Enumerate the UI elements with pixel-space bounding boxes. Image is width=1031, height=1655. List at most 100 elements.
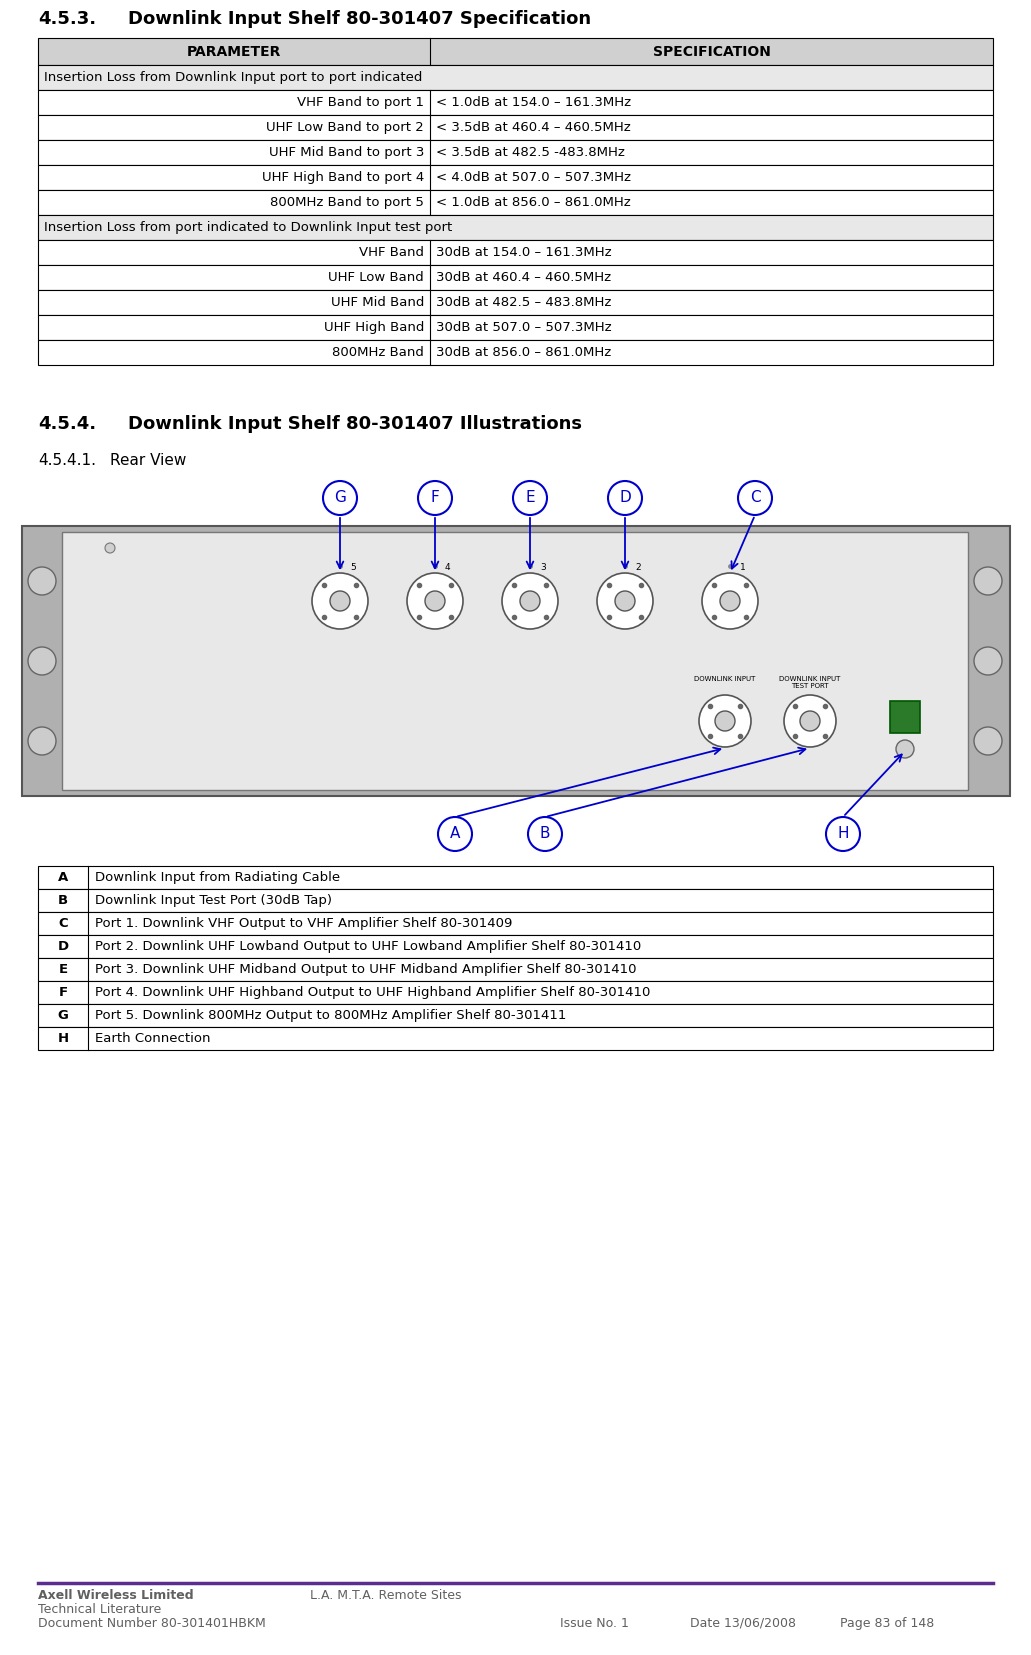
Text: Downlink Input Shelf 80-301407 Specification: Downlink Input Shelf 80-301407 Specifica…: [128, 10, 591, 28]
Text: A: A: [58, 871, 68, 884]
Circle shape: [407, 573, 463, 629]
Text: 30dB at 507.0 – 507.3MHz: 30dB at 507.0 – 507.3MHz: [436, 321, 611, 334]
Text: Earth Connection: Earth Connection: [95, 1033, 210, 1044]
Text: 2: 2: [635, 563, 640, 573]
Text: 30dB at 482.5 – 483.8MHz: 30dB at 482.5 – 483.8MHz: [436, 296, 611, 309]
Circle shape: [826, 818, 860, 851]
Bar: [38, 912, 993, 935]
Text: H: H: [837, 826, 849, 841]
Bar: [38, 38, 993, 65]
Circle shape: [520, 591, 540, 611]
Text: G: G: [334, 490, 346, 505]
Bar: [62, 531, 968, 789]
Bar: [38, 314, 993, 339]
Text: 4: 4: [445, 563, 451, 573]
Circle shape: [425, 591, 445, 611]
Text: DOWNLINK INPUT: DOWNLINK INPUT: [694, 675, 756, 682]
Circle shape: [784, 695, 836, 746]
Bar: [38, 958, 993, 981]
Bar: [38, 935, 993, 958]
Text: UHF Low Band: UHF Low Band: [328, 271, 424, 285]
Circle shape: [800, 712, 820, 732]
Bar: [38, 240, 993, 265]
Text: B: B: [540, 826, 551, 841]
Text: Technical Literature: Technical Literature: [38, 1604, 161, 1615]
Bar: [38, 141, 993, 166]
Bar: [38, 166, 993, 190]
Text: 800MHz Band to port 5: 800MHz Band to port 5: [270, 195, 424, 209]
Text: Insertion Loss from port indicated to Downlink Input test port: Insertion Loss from port indicated to Do…: [44, 222, 453, 233]
Bar: [38, 265, 993, 290]
Text: Insertion Loss from Downlink Input port to port indicated: Insertion Loss from Downlink Input port …: [44, 71, 423, 84]
Text: 4.5.3.: 4.5.3.: [38, 10, 96, 28]
Text: E: E: [59, 963, 68, 976]
Circle shape: [896, 740, 914, 758]
Circle shape: [974, 647, 1002, 675]
Text: F: F: [431, 490, 439, 505]
Circle shape: [597, 573, 653, 629]
Bar: [890, 702, 920, 733]
Circle shape: [616, 591, 635, 611]
Text: UHF Mid Band: UHF Mid Band: [331, 296, 424, 309]
Circle shape: [513, 482, 547, 515]
Text: 1: 1: [740, 563, 745, 573]
Text: UHF High Band: UHF High Band: [324, 321, 424, 334]
Text: UHF High Band to port 4: UHF High Band to port 4: [262, 170, 424, 184]
Circle shape: [738, 482, 772, 515]
Text: F: F: [59, 986, 68, 1000]
Circle shape: [418, 482, 452, 515]
Bar: [38, 981, 993, 1005]
Bar: [38, 65, 993, 89]
Text: Port 5. Downlink 800MHz Output to 800MHz Amplifier Shelf 80-301411: Port 5. Downlink 800MHz Output to 800MHz…: [95, 1010, 566, 1023]
Text: E: E: [525, 490, 535, 505]
Text: C: C: [750, 490, 760, 505]
Text: < 3.5dB at 482.5 -483.8MHz: < 3.5dB at 482.5 -483.8MHz: [436, 146, 625, 159]
Text: L.A. M.T.A. Remote Sites: L.A. M.T.A. Remote Sites: [310, 1589, 462, 1602]
Text: Date 13/06/2008: Date 13/06/2008: [690, 1617, 796, 1630]
Circle shape: [702, 573, 758, 629]
Circle shape: [28, 647, 56, 675]
Bar: [38, 89, 993, 114]
Text: C: C: [58, 917, 68, 930]
Text: Axell Wireless Limited: Axell Wireless Limited: [38, 1589, 194, 1602]
Text: < 1.0dB at 154.0 – 161.3MHz: < 1.0dB at 154.0 – 161.3MHz: [436, 96, 631, 109]
Text: PARAMETER: PARAMETER: [187, 45, 281, 58]
Text: 4.5.4.1.: 4.5.4.1.: [38, 453, 96, 468]
Bar: [38, 215, 993, 240]
Bar: [38, 1028, 993, 1049]
Text: Page 83 of 148: Page 83 of 148: [840, 1617, 934, 1630]
Text: B: B: [58, 894, 68, 907]
Text: SPECIFICATION: SPECIFICATION: [653, 45, 770, 58]
Text: Downlink Input from Radiating Cable: Downlink Input from Radiating Cable: [95, 871, 340, 884]
Text: UHF Mid Band to port 3: UHF Mid Band to port 3: [269, 146, 424, 159]
Text: < 3.5dB at 460.4 – 460.5MHz: < 3.5dB at 460.4 – 460.5MHz: [436, 121, 631, 134]
Text: DOWNLINK INPUT
TEST PORT: DOWNLINK INPUT TEST PORT: [779, 675, 840, 688]
Bar: [22, 526, 1010, 796]
Circle shape: [974, 727, 1002, 755]
Bar: [38, 190, 993, 215]
Text: D: D: [620, 490, 631, 505]
Text: Rear View: Rear View: [110, 453, 187, 468]
Text: Downlink Input Shelf 80-301407 Illustrations: Downlink Input Shelf 80-301407 Illustrat…: [128, 415, 583, 434]
Bar: [38, 339, 993, 366]
Circle shape: [330, 591, 350, 611]
Text: Issue No. 1: Issue No. 1: [560, 1617, 629, 1630]
Text: 30dB at 460.4 – 460.5MHz: 30dB at 460.4 – 460.5MHz: [436, 271, 611, 285]
Text: UHF Low Band to port 2: UHF Low Band to port 2: [266, 121, 424, 134]
Circle shape: [716, 712, 735, 732]
Text: 30dB at 154.0 – 161.3MHz: 30dB at 154.0 – 161.3MHz: [436, 247, 611, 258]
Text: A: A: [450, 826, 460, 841]
Bar: [38, 114, 993, 141]
Text: G: G: [58, 1010, 68, 1023]
Text: < 4.0dB at 507.0 – 507.3MHz: < 4.0dB at 507.0 – 507.3MHz: [436, 170, 631, 184]
Text: VHF Band to port 1: VHF Band to port 1: [297, 96, 424, 109]
Text: 5: 5: [350, 563, 356, 573]
Circle shape: [312, 573, 368, 629]
Text: < 1.0dB at 856.0 – 861.0MHz: < 1.0dB at 856.0 – 861.0MHz: [436, 195, 631, 209]
Text: Document Number 80-301401HBKM: Document Number 80-301401HBKM: [38, 1617, 266, 1630]
Circle shape: [438, 818, 472, 851]
Text: 4.5.4.: 4.5.4.: [38, 415, 96, 434]
Circle shape: [28, 568, 56, 596]
Text: D: D: [58, 940, 69, 953]
Circle shape: [28, 727, 56, 755]
